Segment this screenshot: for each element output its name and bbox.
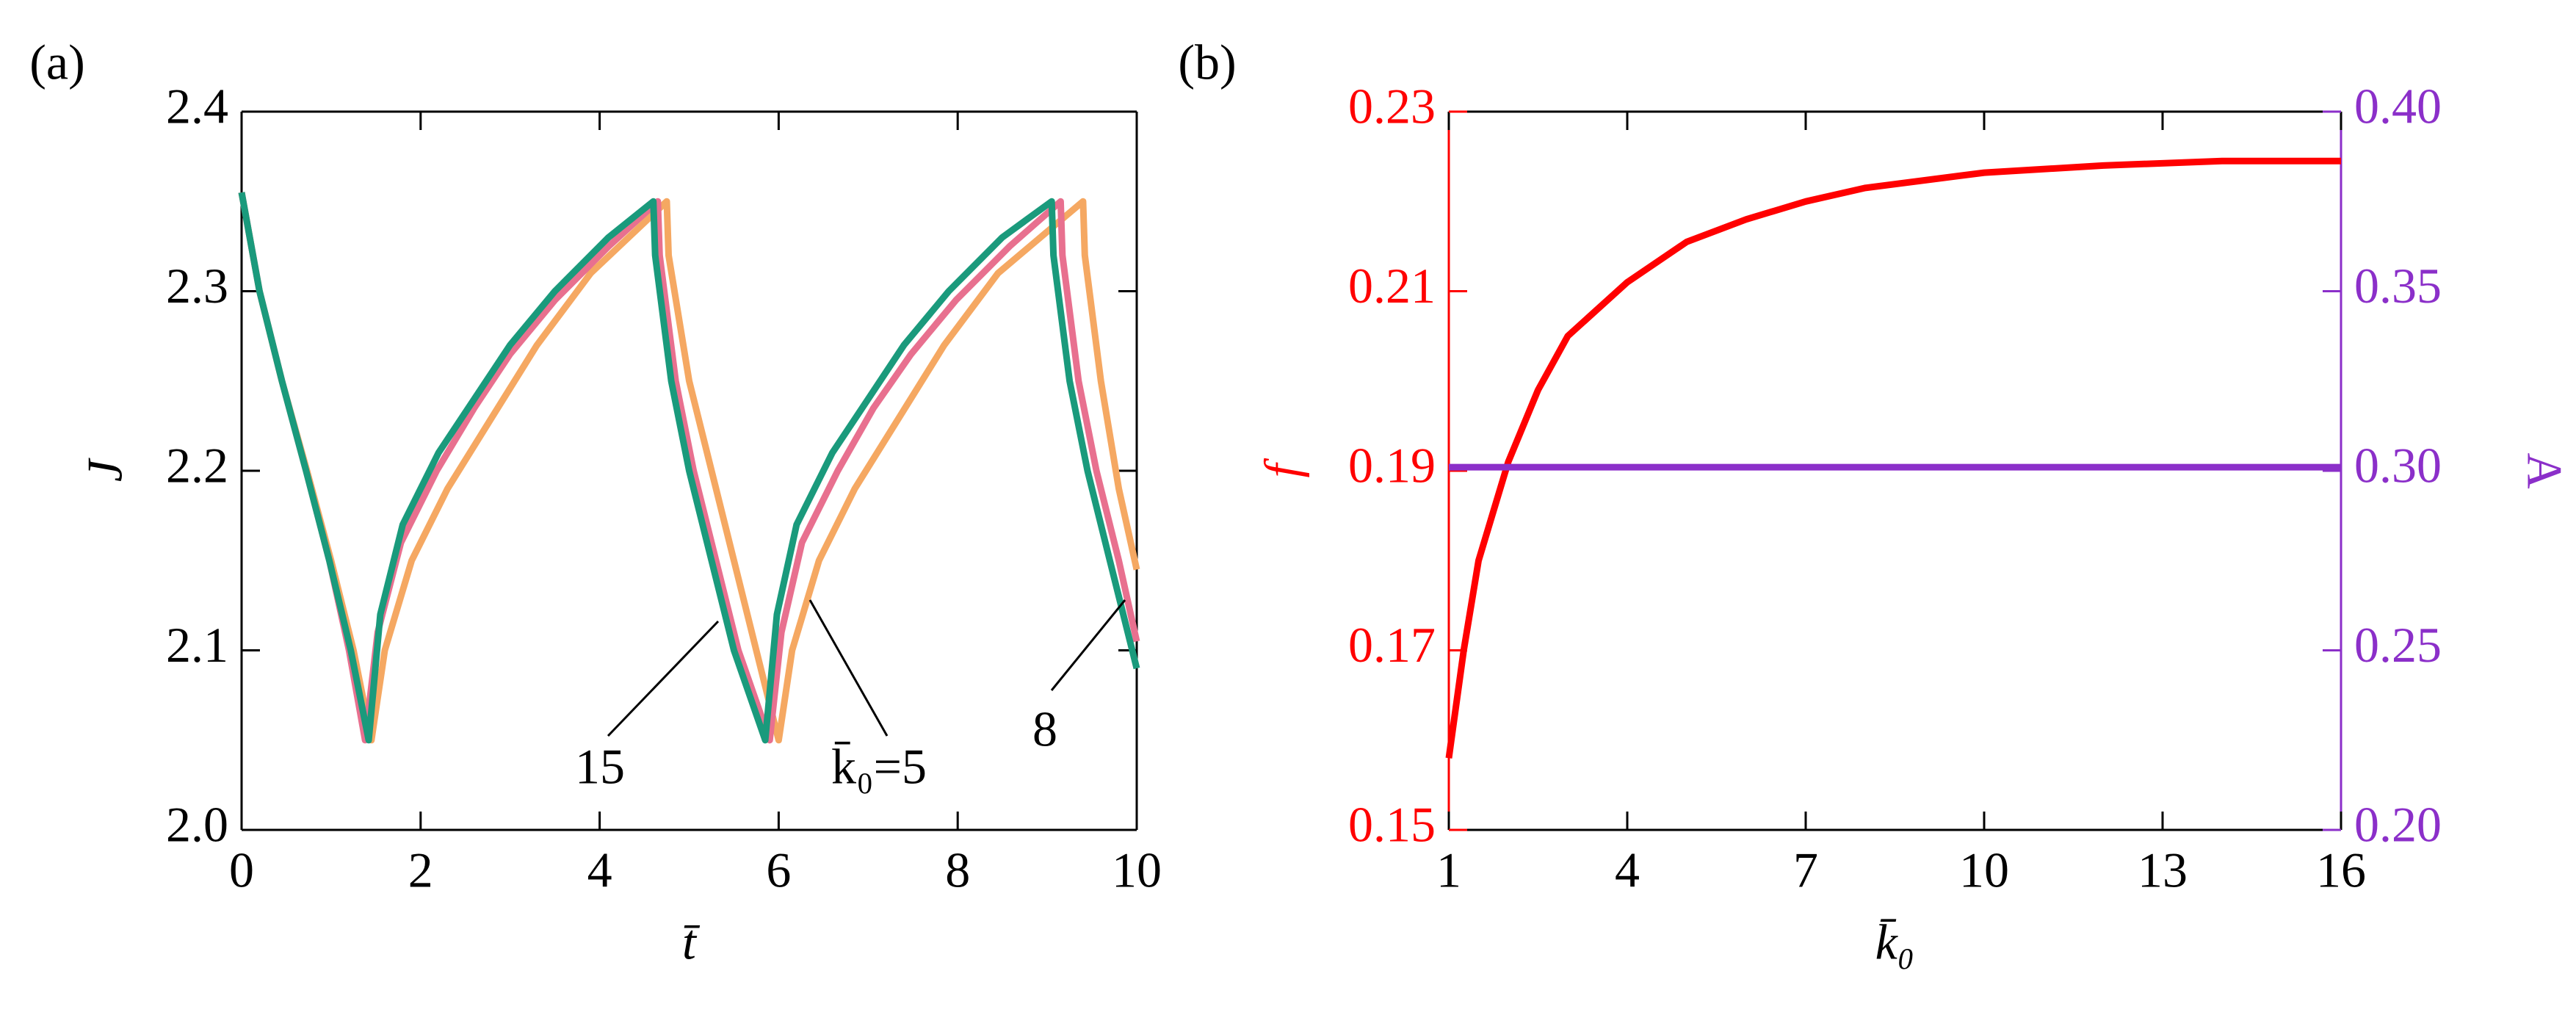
- y2-axis-label: A: [2517, 452, 2572, 488]
- annotation-leader: [607, 620, 720, 737]
- y-tick-label: 0.17: [1348, 617, 1436, 673]
- y2-tick-label: 0.20: [2354, 797, 2442, 853]
- x-tick-label: 4: [587, 842, 612, 898]
- x-tick-label: 10: [1959, 842, 2009, 898]
- annotation-leader: [808, 599, 889, 737]
- x-tick-label: 4: [1615, 842, 1640, 898]
- y-tick-label: 2.0: [166, 797, 228, 853]
- y2-tick-label: 0.40: [2354, 79, 2442, 134]
- x-tick-label: 0: [229, 842, 254, 898]
- x-tick-label: 1: [1436, 842, 1461, 898]
- series-line: [1445, 157, 2341, 759]
- y-tick-label: 0.21: [1348, 258, 1436, 314]
- y-axis-label: f: [1254, 458, 1310, 477]
- x-tick-label: 2: [408, 842, 433, 898]
- y-tick-label: 0.23: [1348, 79, 1436, 134]
- annotation: k̄₀=5: [831, 739, 927, 795]
- y-tick-label: 2.1: [166, 617, 228, 673]
- y-tick-label: 2.4: [166, 79, 228, 134]
- panel-label: (a): [29, 35, 84, 90]
- x-axis-label: t̄: [682, 914, 701, 970]
- x-tick-label: 8: [945, 842, 970, 898]
- y-tick-label: 0.19: [1348, 438, 1436, 494]
- y-tick-label: 2.3: [166, 258, 228, 314]
- annotation-leader: [1050, 599, 1126, 691]
- panel-label: (b): [1178, 35, 1236, 90]
- y2-tick-label: 0.30: [2354, 438, 2442, 494]
- x-tick-label: 6: [766, 842, 791, 898]
- x-tick-label: 13: [2138, 842, 2188, 898]
- y2-tick-label: 0.35: [2354, 258, 2442, 314]
- series-line: [238, 192, 1140, 744]
- y-axis-label: J: [77, 458, 133, 482]
- y2-tick-label: 0.25: [2354, 617, 2442, 673]
- x-tick-label: 10: [1112, 842, 1162, 898]
- x-axis-label: k̄₀: [1875, 914, 1915, 970]
- y-tick-label: 0.15: [1348, 797, 1436, 853]
- annotation: 8: [1032, 701, 1057, 757]
- x-tick-label: 7: [1793, 842, 1818, 898]
- annotation: 15: [575, 739, 625, 795]
- y-tick-label: 2.2: [166, 438, 228, 494]
- x-tick-label: 16: [2316, 842, 2366, 898]
